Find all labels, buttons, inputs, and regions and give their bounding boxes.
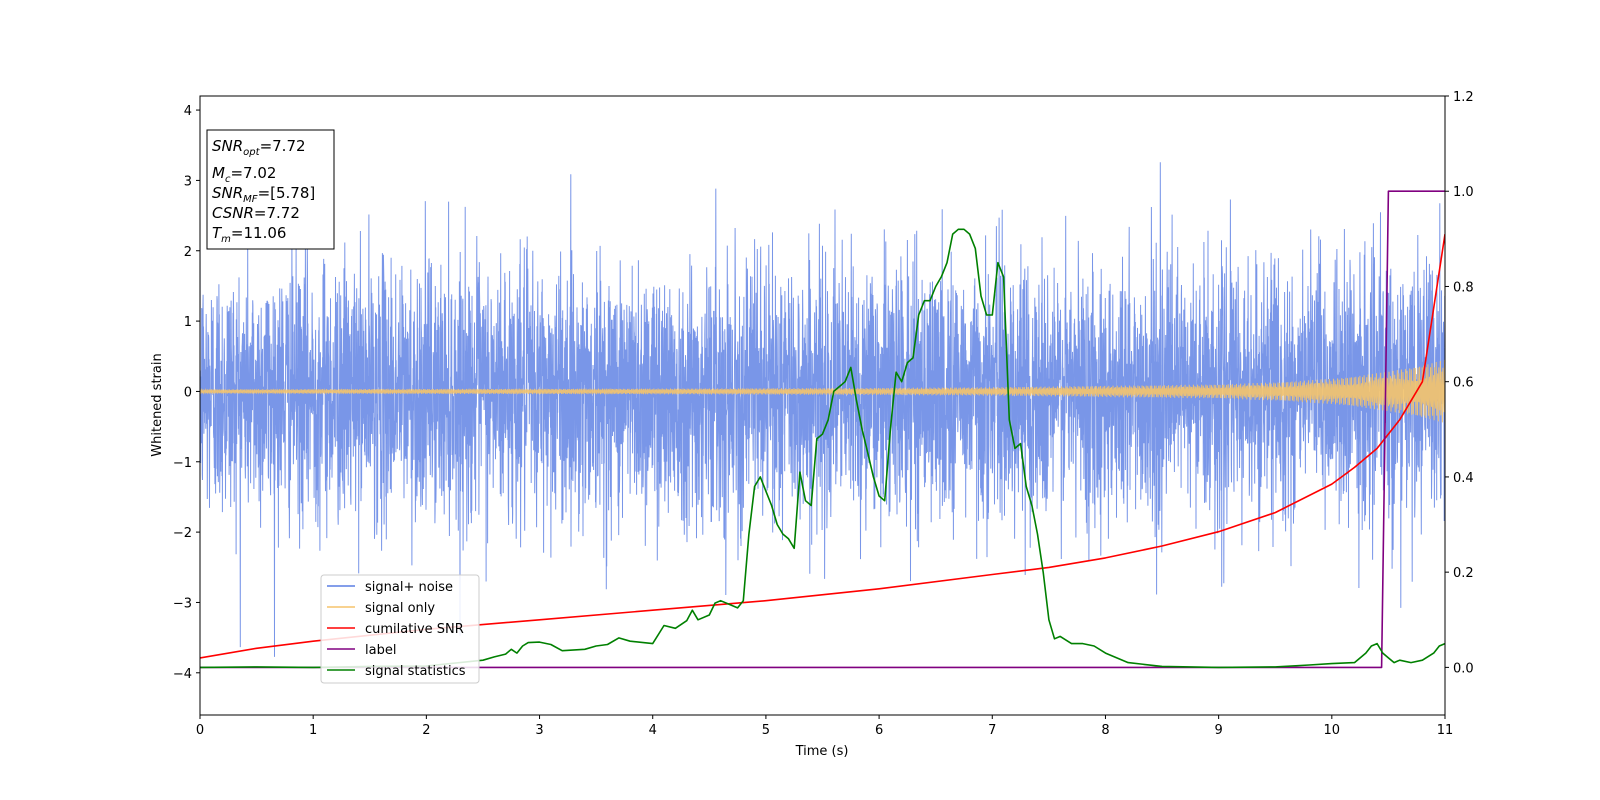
info-tm: Tm=11.06 (212, 224, 286, 245)
info-csnr: CSNR=7.72 (212, 204, 300, 222)
legend-label-signal-only: signal only (365, 601, 435, 616)
y-axis-label: Whitened strain (150, 353, 165, 456)
series-label (200, 190, 1445, 669)
y-tick-label: 3 (184, 174, 192, 189)
y-tick-label: 2 (184, 245, 192, 260)
y2-tick-label: 1.0 (1453, 185, 1474, 200)
y-tick-label: −4 (173, 667, 192, 682)
y-tick-label: 0 (184, 385, 192, 400)
series-signal-only (200, 359, 1445, 423)
x-tick-label: 3 (535, 723, 543, 738)
ticks-layer: 0 1 2 3 4 5 6 7 8 9 10 11 −4 −3 −2 −1 0 1 2 3 4 0.0 0.2 0.4 0.6 0… (173, 90, 1474, 738)
y2-tick-label: 0.4 (1453, 471, 1474, 486)
legend: signal+ noise signal only cumilative SNR… (320, 574, 480, 684)
x-tick-label: 2 (422, 723, 430, 738)
x-tick-label: 1 (309, 723, 317, 738)
x-tick-label: 5 (762, 723, 770, 738)
info-box: SNRopt=7.72 Mc=7.02 SNRMF=[5.78] CSNR=7.… (206, 129, 335, 250)
y2-tick-label: 0.0 (1453, 661, 1474, 676)
x-tick-label: 4 (649, 723, 657, 738)
info-box-frame (206, 129, 335, 250)
x-tick-label: 6 (875, 723, 883, 738)
legend-label-cumulative-snr: cumilative SNR (365, 622, 464, 637)
info-snr-mf: SNRMF=[5.78] (212, 184, 315, 205)
y2-tick-label: 0.8 (1453, 280, 1474, 295)
plot-frame (199, 95, 1446, 716)
x-tick-label: 10 (1324, 723, 1341, 738)
series-signal-noise (200, 162, 1445, 657)
y-tick-label: −3 (173, 596, 192, 611)
x-tick-label: 7 (988, 723, 996, 738)
info-mc: Mc=7.02 (212, 164, 276, 185)
x-tick-label: 8 (1101, 723, 1109, 738)
series-signal-statistics (200, 228, 1445, 669)
y2-tick-label: 1.2 (1453, 90, 1474, 105)
info-snr-opt: SNRopt=7.72 (212, 137, 306, 158)
legend-label-signal-statistics: signal statistics (365, 664, 466, 679)
y2-tick-label: 0.6 (1453, 376, 1474, 391)
y-tick-label: 4 (184, 104, 192, 119)
x-tick-label: 9 (1214, 723, 1222, 738)
y2-tick-label: 0.2 (1453, 566, 1474, 581)
legend-label-signal-noise: signal+ noise (365, 580, 453, 595)
y-tick-label: 1 (184, 315, 192, 330)
legend-label-label: label (365, 643, 396, 658)
y-tick-label: −2 (173, 526, 192, 541)
x-tick-label: 0 (196, 723, 204, 738)
x-axis-label: Time (s) (795, 744, 849, 759)
y-tick-label: −1 (173, 456, 192, 471)
legend-frame (320, 574, 480, 684)
x-tick-label: 11 (1437, 723, 1454, 738)
